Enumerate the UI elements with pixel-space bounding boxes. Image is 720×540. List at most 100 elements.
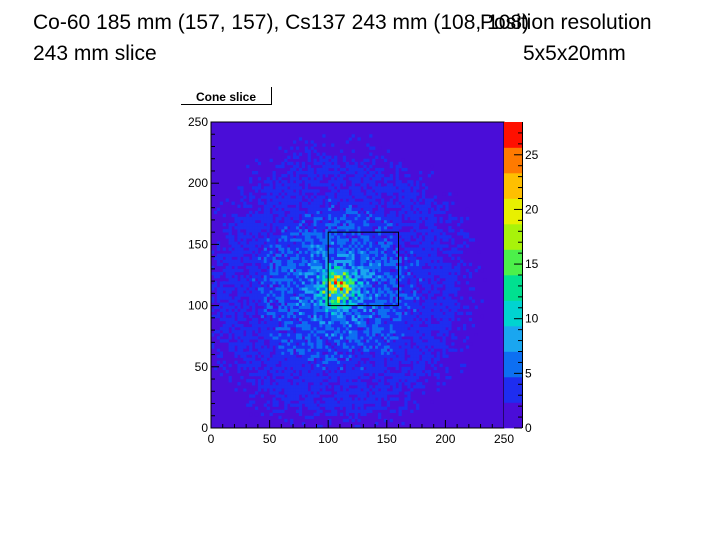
heatmap-cell — [281, 275, 285, 279]
heatmap-cell — [263, 366, 267, 371]
heatmap-cell — [404, 256, 408, 260]
heatmap-cell — [295, 293, 300, 297]
heatmap-cell — [442, 336, 446, 340]
heatmap-cell — [307, 238, 311, 242]
heatmap-cell — [310, 287, 314, 291]
heatmap-cell — [416, 354, 420, 358]
heatmap-cell — [249, 302, 253, 306]
heatmap-cell — [322, 250, 326, 254]
heatmap-cell — [342, 351, 347, 355]
heatmap-cell — [339, 323, 344, 328]
heatmap-cell — [237, 204, 241, 208]
heatmap-cell — [336, 259, 341, 264]
heatmap-cell — [328, 216, 332, 221]
heatmap-cell — [293, 213, 297, 218]
heatmap-cell — [351, 317, 355, 322]
heatmap-cell — [295, 290, 300, 294]
heatmap-cell — [430, 354, 434, 358]
heatmap-cell — [219, 363, 224, 368]
heatmap-cell — [281, 290, 285, 294]
heatmap-cell — [331, 379, 335, 383]
heatmap-cell — [413, 302, 417, 306]
heatmap-cell — [375, 299, 379, 303]
heatmap-cell — [301, 293, 306, 297]
heatmap-cell — [348, 360, 352, 365]
heatmap-cell — [348, 375, 352, 380]
heatmap-cell — [257, 259, 262, 264]
heatmap-cell — [442, 348, 446, 352]
heatmap-cell — [375, 238, 379, 242]
heatmap-cell — [334, 219, 338, 224]
heatmap-cell — [372, 400, 376, 404]
heatmap-cell — [378, 247, 382, 251]
heatmap-cell — [246, 219, 250, 224]
heatmap-cell — [439, 219, 443, 224]
heatmap-cell — [284, 174, 288, 178]
heatmap-cell — [357, 385, 361, 389]
heatmap-cell — [416, 213, 420, 218]
heatmap-cell — [457, 232, 461, 236]
heatmap-cell — [301, 262, 306, 267]
heatmap-cell — [389, 271, 393, 276]
heatmap-cell — [234, 265, 238, 270]
heatmap-cell — [334, 287, 338, 291]
heatmap-cell — [334, 241, 338, 245]
heatmap-cell — [237, 256, 241, 260]
heatmap-cell — [301, 164, 306, 169]
heatmap-cell — [290, 305, 294, 309]
heatmap-cell — [334, 250, 338, 254]
heatmap-cell — [307, 336, 311, 340]
heatmap-cell — [231, 253, 235, 257]
heatmap-cell — [372, 177, 376, 181]
heatmap-cell — [342, 302, 347, 306]
heatmap-cell — [383, 351, 388, 355]
heatmap-cell — [290, 226, 294, 230]
heatmap-cell — [380, 222, 385, 227]
heatmap-cell — [357, 369, 361, 374]
heatmap-cell — [240, 293, 244, 297]
heatmap-cell — [213, 195, 218, 199]
heatmap-cell — [334, 262, 338, 267]
heatmap-cell — [369, 253, 373, 257]
heatmap-cell — [424, 250, 429, 254]
heatmap-cell — [395, 293, 399, 297]
heatmap-cell — [328, 281, 332, 285]
heatmap-cell — [439, 262, 443, 267]
heatmap-cell — [380, 375, 385, 380]
heatmap-cell — [295, 351, 300, 355]
heatmap-cell — [260, 232, 265, 236]
heatmap-cell — [380, 320, 385, 325]
heatmap-cell — [366, 339, 370, 343]
heatmap-cell — [246, 281, 250, 285]
heatmap-cell — [331, 287, 335, 291]
heatmap-cell — [465, 229, 470, 233]
heatmap-cell — [378, 403, 382, 407]
heatmap-cell — [222, 302, 226, 306]
heatmap-cell — [345, 241, 350, 245]
heatmap-cell — [281, 198, 285, 202]
heatmap-cell — [407, 235, 411, 239]
heatmap-cell — [304, 256, 308, 260]
heatmap-cell — [334, 189, 338, 193]
heatmap-cell — [351, 198, 355, 202]
heatmap-cell — [260, 271, 265, 276]
heatmap-cell — [304, 235, 308, 239]
heatmap-cell — [345, 409, 350, 413]
heatmap-cell — [448, 275, 452, 279]
heatmap-cell — [310, 281, 314, 285]
heatmap-cell — [345, 305, 350, 309]
heatmap-cell — [454, 250, 458, 254]
heatmap-cell — [372, 287, 376, 291]
heatmap-cell — [433, 271, 437, 276]
heatmap-cell — [293, 339, 297, 343]
heatmap-cell — [211, 265, 215, 270]
heatmap-cell — [413, 195, 417, 199]
heatmap-cell — [328, 305, 332, 309]
heatmap-cell — [413, 360, 417, 365]
heatmap-cell — [254, 412, 259, 417]
heatmap-cell — [278, 177, 282, 181]
heatmap-cell — [231, 320, 235, 325]
heatmap-cell — [313, 311, 317, 316]
heatmap-cell — [334, 232, 338, 236]
heatmap-cell — [342, 256, 347, 260]
